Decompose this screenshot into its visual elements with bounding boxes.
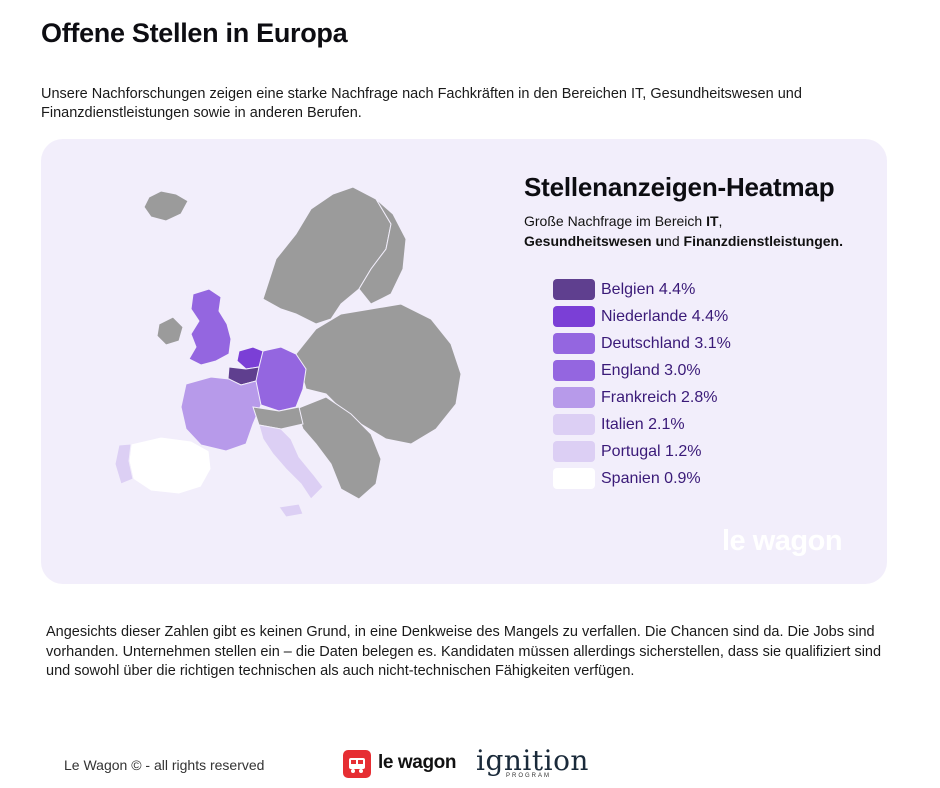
legend-label: Frankreich 2.8% (601, 388, 718, 406)
map-balkans (295, 396, 382, 500)
legend-swatch (553, 441, 595, 462)
legend-swatch (553, 468, 595, 489)
intro-text: Unsere Nachforschungen zeigen eine stark… (41, 86, 802, 121)
legend-swatch (553, 360, 595, 381)
legend-item: Niederlande 4.4% (553, 303, 731, 330)
map-france (180, 376, 262, 452)
legend-item: Belgien 4.4% (553, 276, 731, 303)
map-iceland (143, 190, 189, 222)
ignition-logo: ignition (476, 744, 589, 777)
legend-swatch (553, 333, 595, 354)
legend-label: Italien 2.1% (601, 415, 685, 433)
page-title: Offene Stellen in Europa (41, 18, 348, 48)
legend-item: Frankreich 2.8% (553, 384, 731, 411)
legend-item: Spanien 0.9% (553, 465, 731, 492)
body-text: Angesichts dieser Zahlen gibt es keinen … (46, 624, 882, 679)
map-portugal (114, 443, 134, 485)
legend-item: Italien 2.1% (553, 411, 731, 438)
heatmap-legend: Belgien 4.4% Niederlande 4.4% Deutschlan… (553, 276, 731, 492)
legend-label: England 3.0% (601, 361, 701, 379)
ignition-logo-sub: PROGRAM (506, 773, 552, 779)
map-spain (128, 436, 212, 495)
map-england (188, 288, 232, 366)
map-italy (258, 424, 324, 500)
legend-swatch (553, 306, 595, 327)
map-netherlands (236, 346, 264, 370)
heatmap-panel: Stellenanzeigen-Heatmap Große Nachfrage … (41, 139, 887, 584)
europe-map (114, 186, 462, 518)
le-wagon-logo-icon (343, 750, 371, 778)
map-ireland (156, 316, 184, 346)
legend-swatch (553, 279, 595, 300)
legend-swatch (553, 387, 595, 408)
legend-label: Deutschland 3.1% (601, 334, 731, 352)
legend-label: Belgien 4.4% (601, 280, 696, 298)
map-sicily (278, 503, 304, 518)
legend-item: Portugal 1.2% (553, 438, 731, 465)
heatmap-subtitle: Große Nachfrage im Bereich IT, Gesundheit… (524, 213, 843, 249)
map-finland (358, 198, 407, 305)
legend-item: England 3.0% (553, 357, 731, 384)
legend-label: Niederlande 4.4% (601, 307, 729, 325)
le-wagon-watermark: le wagon (722, 525, 843, 557)
le-wagon-logo-text: le wagon (378, 752, 457, 773)
legend-swatch (553, 414, 595, 435)
footer-copyright: Le Wagon © - all rights reserved (64, 757, 265, 773)
legend-label: Spanien 0.9% (601, 469, 701, 487)
heatmap-title: Stellenanzeigen-Heatmap (524, 172, 835, 202)
legend-label: Portugal 1.2% (601, 442, 702, 460)
legend-item: Deutschland 3.1% (553, 330, 731, 357)
